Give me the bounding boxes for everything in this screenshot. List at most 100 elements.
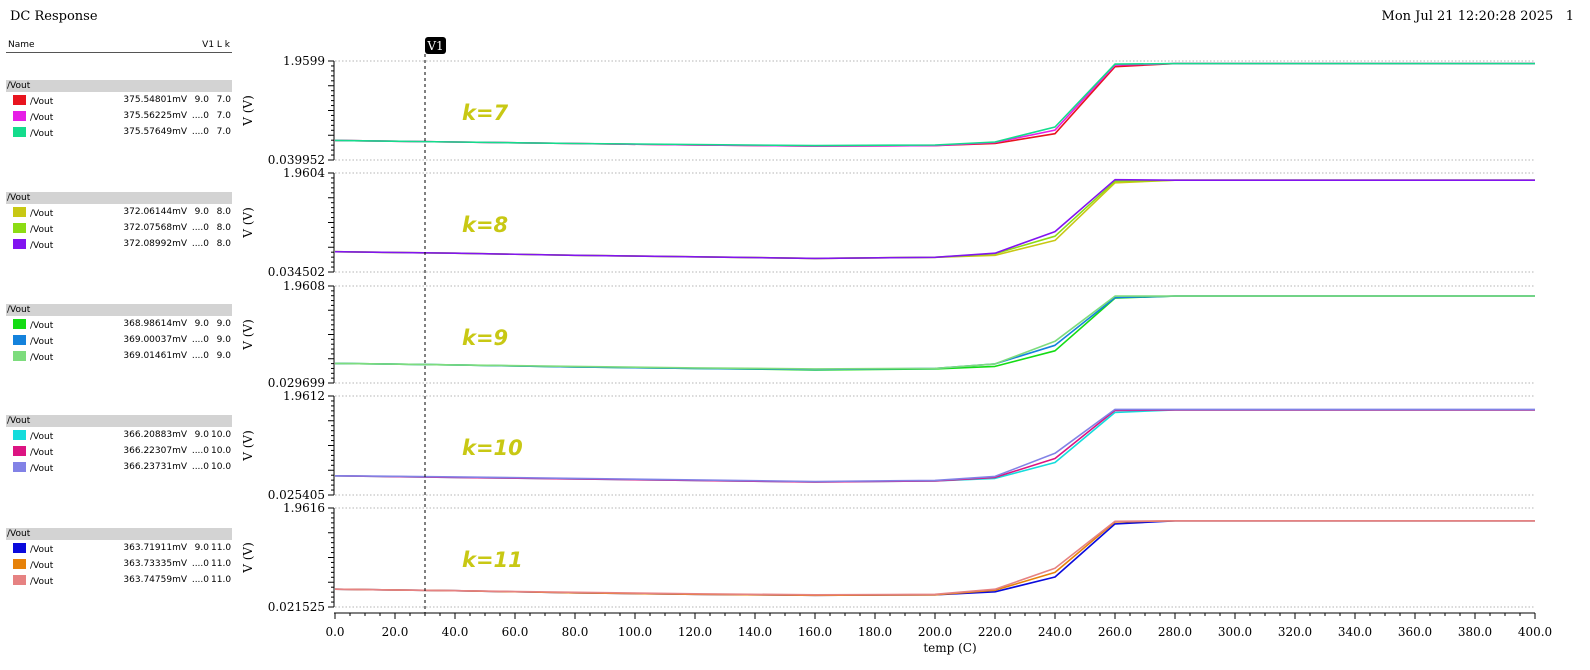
legend-signal-name: /Vout — [30, 209, 54, 219]
legend-name-header: Name — [8, 40, 35, 50]
legend-k: 11.0 — [211, 575, 232, 585]
series-line — [334, 62, 1535, 147]
legend-value: 372.06144mV — [123, 207, 187, 217]
subplot: 1.9608 0.029699 V (V) k=9 — [241, 279, 1535, 390]
legend-v1: ....0 — [191, 462, 209, 472]
legend-row[interactable]: /Vout 372.06144mV 9.0 8.0 — [6, 204, 232, 220]
legend-v1: ....0 — [191, 335, 209, 345]
legend-signal-name: /Vout — [30, 97, 54, 107]
x-tick-label: 340.0 — [1338, 625, 1372, 639]
legend-swatch — [13, 127, 26, 137]
legend-signal-name: /Vout — [30, 432, 54, 442]
legend-row[interactable]: /Vout 369.00037mV ....0 9.0 — [6, 332, 232, 348]
y-axis-label: V (V) — [241, 207, 255, 239]
legend-v1: ....0 — [191, 223, 209, 233]
legend-swatch — [13, 462, 26, 472]
legend-group: /Vout/Vout 375.54801mV 9.0 7.0/Vout 375.5622… — [6, 80, 232, 140]
series-line — [334, 295, 1535, 371]
legend-row[interactable]: /Vout 366.20883mV 9.0 10.0 — [6, 427, 232, 443]
subplot: 1.9616 0.021525 V (V) k=11 — [241, 501, 1535, 614]
y-max-label: 1.9604 — [283, 166, 325, 180]
series-line — [334, 178, 1535, 260]
y-min-label: 0.039952 — [268, 153, 325, 167]
legend-signal-name: /Vout — [30, 225, 54, 235]
k-annotation: k=8 — [462, 213, 508, 237]
legend-v1: 9.0 — [194, 319, 209, 329]
legend-v1: 9.0 — [194, 430, 209, 440]
legend-value: 372.07568mV — [123, 223, 187, 233]
series-line — [334, 519, 1535, 596]
y-max-label: 1.9608 — [283, 279, 325, 293]
legend-v1: ....0 — [191, 559, 209, 569]
legend-row[interactable]: /Vout 372.08992mV ....0 8.0 — [6, 236, 232, 252]
x-tick-label: 180.0 — [858, 625, 892, 639]
legend-signal-name: /Vout — [30, 448, 54, 458]
timestamp-text: Mon Jul 21 12:20:28 2025 — [1381, 9, 1554, 24]
legend-v1: ....0 — [191, 127, 209, 137]
legend-row[interactable]: /Vout 369.01461mV ....0 9.0 — [6, 348, 232, 364]
legend-row[interactable]: /Vout 366.23731mV ....0 10.0 — [6, 459, 232, 475]
legend-k: 10.0 — [211, 462, 232, 472]
legend-row[interactable]: /Vout 366.22307mV ....0 10.0 — [6, 443, 232, 459]
legend-swatch — [13, 430, 26, 440]
legend-swatch — [13, 559, 26, 569]
legend-value: 369.01461mV — [123, 351, 187, 361]
legend-swatch — [13, 95, 26, 105]
legend-k: 9.0 — [216, 351, 231, 361]
legend-row[interactable]: /Vout 375.56225mV ....0 7.0 — [6, 108, 232, 124]
legend-k: 10.0 — [211, 446, 232, 456]
legend-k: 9.0 — [216, 319, 231, 329]
x-tick-label: 380.0 — [1458, 625, 1492, 639]
legend-group-header: /Vout — [6, 80, 232, 92]
x-tick-label: 120.0 — [678, 625, 712, 639]
legend-signal-name: /Vout — [30, 337, 54, 347]
y-min-label: 0.034502 — [268, 265, 325, 279]
legend-signal-name: /Vout — [30, 577, 54, 587]
legend-row[interactable]: /Vout 363.71911mV 9.0 11.0 — [6, 540, 232, 556]
legend-value: 372.08992mV — [123, 239, 187, 249]
legend-signal-name: /Vout — [30, 113, 54, 123]
x-tick-label: 80.0 — [562, 625, 589, 639]
legend-v1: 9.0 — [194, 543, 209, 553]
marker-label: V1 — [426, 39, 443, 53]
series-line — [334, 295, 1535, 370]
legend-group: /Vout/Vout 366.20883mV 9.0 10.0/Vout 366.223… — [6, 415, 232, 475]
legend-value: 369.00037mV — [123, 335, 187, 345]
k-annotation: k=9 — [462, 326, 508, 350]
legend-swatch — [13, 207, 26, 217]
v1-marker: V1 — [424, 37, 446, 613]
x-tick-label: 160.0 — [798, 625, 832, 639]
legend-row[interactable]: /Vout 363.73335mV ....0 11.0 — [6, 556, 232, 572]
legend-swatch — [13, 446, 26, 456]
legend-row[interactable]: /Vout 372.07568mV ....0 8.0 — [6, 220, 232, 236]
y-max-label: 1.9616 — [283, 501, 325, 515]
legend-group-header: /Vout — [6, 192, 232, 204]
legend-row[interactable]: /Vout 363.74759mV ....0 11.0 — [6, 572, 232, 588]
x-tick-label: 360.0 — [1398, 625, 1432, 639]
y-max-label: 1.9599 — [283, 54, 325, 68]
legend-value: 363.73335mV — [123, 559, 187, 569]
series-line — [334, 179, 1535, 260]
legend-row[interactable]: /Vout 368.98614mV 9.0 9.0 — [6, 316, 232, 332]
legend-cols-header: V1 L k — [202, 40, 230, 50]
x-tick-label: 320.0 — [1278, 625, 1312, 639]
legend-k: 8.0 — [216, 207, 231, 217]
legend-value: 375.56225mV — [123, 111, 187, 121]
x-tick-label: 200.0 — [918, 625, 952, 639]
series-line — [334, 62, 1535, 147]
subplot: 1.9599 0.039952 V (V) k=7 — [241, 54, 1535, 167]
legend-swatch — [13, 575, 26, 585]
x-tick-label: 40.0 — [442, 625, 469, 639]
y-axis-label: V (V) — [241, 319, 255, 351]
y-axis-label: V (V) — [241, 430, 255, 462]
page-number: 1 — [1565, 9, 1574, 24]
legend-v1: ....0 — [191, 111, 209, 121]
legend-row[interactable]: /Vout 375.57649mV ....0 7.0 — [6, 124, 232, 140]
legend-row[interactable]: /Vout 375.54801mV 9.0 7.0 — [6, 92, 232, 108]
legend-k: 7.0 — [216, 95, 231, 105]
legend-swatch — [13, 239, 26, 249]
subplot: 1.9604 0.034502 V (V) k=8 — [241, 166, 1535, 279]
k-annotation: k=11 — [462, 548, 523, 572]
x-axis-label: temp (C) — [923, 641, 976, 655]
